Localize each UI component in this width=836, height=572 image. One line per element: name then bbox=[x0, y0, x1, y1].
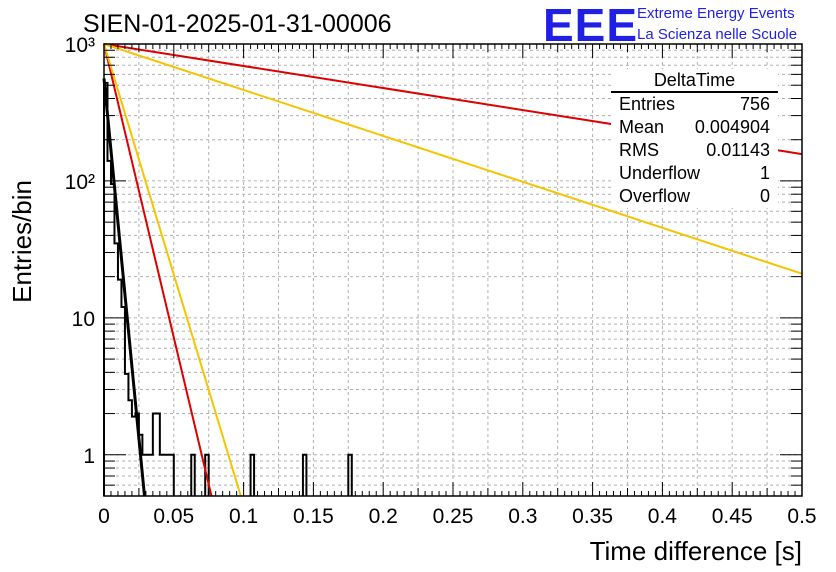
x-tick-label: 0.1 bbox=[229, 505, 258, 528]
stats-value: 1 bbox=[759, 163, 770, 183]
stats-row-rms: RMS 0.01143 bbox=[611, 139, 778, 162]
chart-title: SIEN-01-2025-01-31-00006 bbox=[83, 10, 392, 38]
stats-row-mean: Mean 0.004904 bbox=[611, 116, 778, 139]
histogram bbox=[103, 81, 353, 496]
x-tick-label: 0.3 bbox=[508, 505, 537, 528]
x-tick-label: 0.2 bbox=[369, 505, 398, 528]
stats-label: Underflow bbox=[619, 163, 701, 183]
stats-row-entries: Entries 756 bbox=[611, 93, 778, 116]
stats-row-overflow: Overflow 0 bbox=[611, 185, 778, 208]
fit-red-steep-line bbox=[103, 43, 213, 497]
fit-black-line bbox=[102, 78, 146, 497]
stats-value: 0.01143 bbox=[706, 140, 770, 160]
x-tick-label: 0.25 bbox=[433, 505, 474, 528]
logo-tagline-1: Extreme Energy Events bbox=[637, 5, 795, 22]
y-tick-label: 10² bbox=[65, 171, 95, 194]
stats-value: 0 bbox=[759, 186, 770, 206]
stats-label: Overflow bbox=[619, 186, 691, 206]
fit-orange-shallow-line bbox=[103, 43, 803, 275]
stats-value: 756 bbox=[739, 94, 770, 114]
eee-logo: EEE bbox=[543, 0, 639, 51]
x-tick-label: 0.05 bbox=[153, 505, 194, 528]
stats-label: RMS bbox=[619, 140, 659, 160]
stats-label: Entries bbox=[619, 94, 676, 114]
x-tick-label: 0.35 bbox=[572, 505, 613, 528]
x-axis-label: Time difference [s] bbox=[590, 536, 802, 566]
x-tick-label: 0.5 bbox=[787, 505, 816, 528]
stats-box: DeltaTime Entries 756 Mean 0.004904 RMS … bbox=[611, 69, 778, 208]
stats-label: Mean bbox=[619, 117, 665, 137]
logo-tagline-2: La Scienza nelle Scuole bbox=[637, 26, 798, 43]
stats-value: 0.004904 bbox=[694, 117, 770, 137]
x-tick-label: 0.45 bbox=[712, 505, 753, 528]
x-tick-label: 0.15 bbox=[293, 505, 334, 528]
stats-title: DeltaTime bbox=[611, 69, 778, 93]
axis-ticks bbox=[103, 43, 803, 497]
x-tick-label: 0 bbox=[98, 505, 110, 528]
stats-row-underflow: Underflow 1 bbox=[611, 162, 778, 185]
x-tick-label: 0.4 bbox=[648, 505, 678, 528]
fit-orange-steep-line bbox=[103, 43, 242, 497]
y-tick-label: 1 bbox=[83, 445, 95, 468]
y-tick-label: 10³ bbox=[65, 34, 95, 57]
tick-labels: 0 0.05 0.1 0.15 0.2 0.25 0.3 0.35 0.4 0.45 0.51101… bbox=[65, 34, 817, 528]
grid-lines bbox=[104, 44, 802, 496]
y-tick-label: 10 bbox=[72, 308, 95, 331]
y-axis-label: Entries/bin bbox=[7, 180, 37, 303]
histogram-outline bbox=[103, 81, 353, 496]
